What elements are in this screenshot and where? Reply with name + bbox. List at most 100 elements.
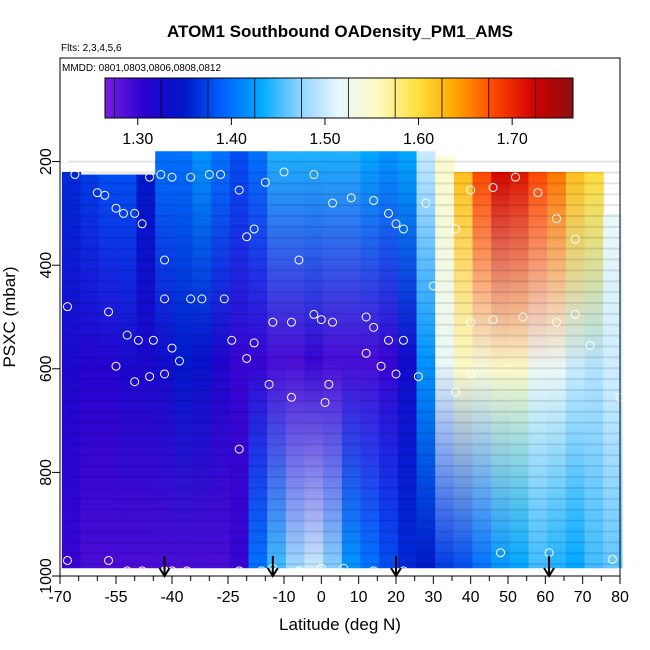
colorbar-tick-label: 1.70 <box>497 131 528 148</box>
heatmap-column <box>211 151 231 569</box>
heatmap-column <box>341 151 362 569</box>
sample-point <box>328 317 338 327</box>
sample-point <box>62 302 72 312</box>
x-tick-label: 20 <box>387 589 405 606</box>
sample-point <box>104 555 114 565</box>
sample-point <box>186 172 196 182</box>
dates-note: MMDD: 0801,0803,0806,0808,0812 <box>62 63 221 74</box>
sample-point <box>111 361 121 371</box>
heatmap-column <box>379 151 399 569</box>
sample-point <box>369 566 379 576</box>
sample-point <box>496 548 506 558</box>
sample-point <box>552 317 562 327</box>
colorbar-tick-label: 1.40 <box>216 131 247 148</box>
x-tick-label: 0 <box>317 589 326 606</box>
sample-point <box>361 312 371 322</box>
sample-point <box>413 372 423 382</box>
heatmap-column <box>192 151 212 569</box>
sample-point <box>488 315 498 325</box>
heatmap-column <box>267 151 287 569</box>
x-tick-label: 30 <box>424 589 442 606</box>
sample-point <box>585 340 595 350</box>
sample-point <box>286 392 296 402</box>
sample-point <box>182 566 192 576</box>
heatmap-column <box>397 151 418 569</box>
sample-point <box>160 255 170 265</box>
sample-point <box>324 379 334 389</box>
sample-point <box>204 170 214 180</box>
sample-point <box>174 356 184 366</box>
y-axis: 200 400 600 800 1000 <box>38 148 60 594</box>
heatmap-column <box>136 174 156 569</box>
heatmap-column <box>285 151 306 569</box>
x-tick-label: -55 <box>104 589 127 606</box>
sample-point <box>466 185 476 195</box>
sample-point <box>391 369 401 379</box>
sample-point <box>122 566 132 576</box>
sample-point <box>118 208 128 218</box>
sample-point <box>216 170 226 180</box>
x-tick-label: 60 <box>536 589 554 606</box>
sample-point <box>148 335 158 345</box>
heatmap-column <box>80 174 100 569</box>
heatmap-column <box>528 171 548 569</box>
y-tick-label: 800 <box>38 459 55 486</box>
sample-point <box>346 193 356 203</box>
colorbar-bar <box>104 77 574 119</box>
sample-point <box>122 330 132 340</box>
sample-point <box>286 317 296 327</box>
sample-point <box>398 335 408 345</box>
sample-point <box>167 343 177 353</box>
sample-point <box>260 177 270 187</box>
sample-point <box>242 353 252 363</box>
colorbar-tick-label: 1.60 <box>403 131 434 148</box>
sample-point <box>234 185 244 195</box>
x-axis-label: Latitude (deg N) <box>279 615 401 634</box>
sample-point <box>294 255 304 265</box>
x-tick-label: 70 <box>574 589 592 606</box>
heatmap-column <box>155 151 175 569</box>
sample-point <box>234 444 244 454</box>
chart-title: ATOM1 Southbound OADensity_PM1_AMS <box>167 22 513 41</box>
sample-point <box>473 574 483 584</box>
sample-point <box>608 554 618 564</box>
sample-point <box>384 208 394 218</box>
heatmap-column <box>603 213 623 569</box>
sample-point <box>384 335 394 345</box>
sample-point <box>133 335 143 345</box>
sample-point <box>227 335 237 345</box>
sample-point <box>451 387 461 397</box>
sample-point <box>249 224 259 234</box>
heatmap-column <box>61 171 82 569</box>
x-tick-label: -25 <box>216 589 239 606</box>
sample-point <box>219 294 229 304</box>
sample-point <box>100 190 110 200</box>
heatmap-column <box>584 171 604 569</box>
sample-point <box>428 281 438 291</box>
x-tick-label: -70 <box>48 589 71 606</box>
sample-point <box>552 214 562 224</box>
sample-point <box>294 566 304 576</box>
x-tick-label: 40 <box>462 589 480 606</box>
heatmap-column <box>547 171 567 569</box>
x-tick-label: 10 <box>350 589 368 606</box>
heatmap-column <box>117 174 138 569</box>
colorbar-tick-label: 1.30 <box>122 131 153 148</box>
sample-point <box>130 208 140 218</box>
sample-point <box>309 309 319 319</box>
sample-point <box>570 309 580 319</box>
heatmap-column <box>491 171 511 569</box>
sample-point <box>466 317 476 327</box>
sample-point <box>62 555 72 565</box>
sample-point <box>533 188 543 198</box>
sample-point <box>70 170 80 180</box>
x-tick-label: 50 <box>499 589 517 606</box>
sample-point <box>510 172 520 182</box>
sample-point <box>156 170 166 180</box>
sample-point <box>391 219 401 229</box>
sample-point <box>264 379 274 389</box>
heatmap-column <box>99 174 119 569</box>
sample-point <box>145 172 155 182</box>
heatmap-column <box>304 151 324 569</box>
x-axis: -70 -55 -40 -25 -10 0 10 20 30 40 50 60 70 80 <box>48 576 629 606</box>
